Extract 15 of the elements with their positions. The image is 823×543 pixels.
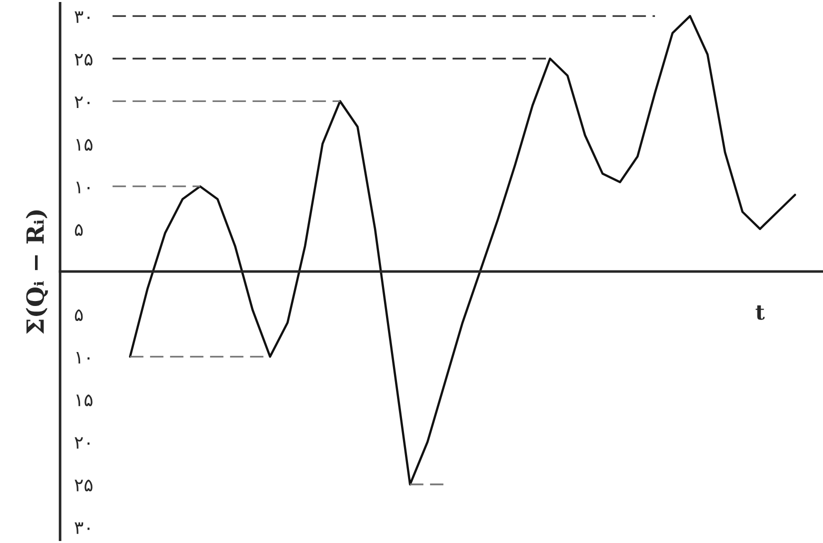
y-tick-label: ۲۰ [74, 96, 90, 108]
line-series [128, 14, 796, 486]
y-tick-label: ۳۰ [74, 522, 90, 534]
y-tick-label: ۲۵ [74, 480, 92, 492]
y-tick-label: ۱۰ [76, 352, 90, 364]
y-tick-label: ۳۰ [74, 11, 90, 23]
y-tick-label: ۵ [74, 309, 83, 322]
x-axis-title: t [756, 305, 765, 320]
y-tick-label: ۱۵ [76, 394, 92, 406]
y-tick-label: ۱۵ [76, 139, 92, 151]
y-tick-label: ۲۵ [74, 54, 92, 66]
y-tick-label: ۲۰ [74, 437, 90, 449]
y-tick-label: ۵ [74, 224, 83, 236]
y-tick-label: ۱۰ [76, 182, 90, 194]
y-axis-title: Σ(Qᵢ − Rᵢ) [26, 210, 48, 334]
